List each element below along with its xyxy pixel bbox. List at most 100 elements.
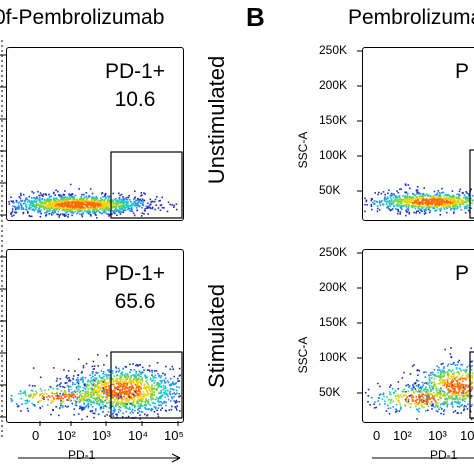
event-dot xyxy=(116,413,118,416)
event-dot xyxy=(87,380,89,383)
event-dot xyxy=(49,395,51,398)
event-dot xyxy=(128,381,130,383)
event-dot xyxy=(129,395,131,398)
event-dot xyxy=(447,391,450,394)
event-dot xyxy=(451,394,454,397)
event-dot xyxy=(421,393,424,395)
event-dot xyxy=(117,411,120,414)
event-dot xyxy=(408,386,410,388)
event-dot xyxy=(428,392,431,395)
event-dot xyxy=(52,400,54,403)
event-dot xyxy=(471,375,473,377)
event-dot xyxy=(450,393,453,396)
event-dot xyxy=(112,409,114,412)
event-dot xyxy=(428,376,431,379)
event-dot xyxy=(447,198,450,201)
event-dot xyxy=(398,199,400,202)
event-dot xyxy=(425,395,428,397)
event-dot xyxy=(470,383,472,385)
event-dot xyxy=(75,206,77,208)
event-dot xyxy=(74,201,76,204)
event-dot xyxy=(125,397,128,400)
event-dot xyxy=(416,196,418,199)
panel-b-ytick-label: 150K xyxy=(319,113,348,127)
event-dot xyxy=(102,196,104,198)
event-dot xyxy=(142,391,145,393)
event-dot xyxy=(466,377,469,379)
event-dot xyxy=(162,384,165,387)
event-dot xyxy=(424,204,427,206)
event-dot xyxy=(104,205,107,207)
event-dot xyxy=(101,390,103,392)
event-dot xyxy=(62,394,65,397)
event-dot xyxy=(439,198,441,201)
event-dot xyxy=(91,388,94,390)
event-dot xyxy=(426,201,429,203)
event-dot xyxy=(458,382,461,384)
event-dot xyxy=(410,396,413,399)
event-dot xyxy=(164,391,166,394)
event-dot xyxy=(83,406,86,409)
event-dot xyxy=(443,206,445,209)
event-dot xyxy=(44,212,46,214)
event-dot xyxy=(102,372,104,375)
event-dot xyxy=(419,396,421,398)
event-dot xyxy=(99,408,102,410)
event-dot xyxy=(27,201,29,203)
event-dot xyxy=(453,401,456,403)
event-dot xyxy=(153,411,156,413)
event-dot xyxy=(431,377,433,379)
event-dot xyxy=(178,375,181,377)
event-dot xyxy=(11,399,14,401)
event-dot xyxy=(420,391,423,393)
event-dot xyxy=(379,393,382,395)
event-dot xyxy=(122,196,124,198)
event-dot xyxy=(151,392,153,395)
event-dot xyxy=(133,400,135,402)
event-dot xyxy=(433,398,435,400)
event-dot xyxy=(389,402,392,404)
event-dot xyxy=(398,201,401,203)
event-dot xyxy=(454,204,456,206)
event-dot xyxy=(130,395,132,398)
event-dot xyxy=(152,388,155,390)
event-dot xyxy=(83,402,85,404)
event-dot xyxy=(128,396,130,399)
event-dot xyxy=(464,197,467,200)
event-dot xyxy=(81,399,83,402)
event-dot xyxy=(137,394,139,397)
event-dot xyxy=(111,396,113,399)
event-dot xyxy=(414,400,416,402)
event-dot xyxy=(95,408,97,410)
event-dot xyxy=(433,368,436,371)
event-dot xyxy=(166,394,169,396)
event-dot xyxy=(58,214,61,217)
event-dot xyxy=(92,371,94,373)
event-dot xyxy=(92,392,95,394)
event-dot xyxy=(52,387,54,390)
event-dot xyxy=(139,371,142,374)
event-dot xyxy=(415,408,418,411)
event-dot xyxy=(458,204,461,206)
event-dot xyxy=(145,400,148,402)
event-dot xyxy=(82,198,85,201)
event-dot xyxy=(107,195,109,198)
event-dot xyxy=(120,379,123,381)
event-dot xyxy=(85,201,88,203)
panel-a-bottom-gate-value: 65.6 xyxy=(114,290,156,313)
event-dot xyxy=(429,397,432,399)
event-dot xyxy=(410,395,412,397)
event-dot xyxy=(375,406,378,409)
event-dot xyxy=(93,392,96,394)
event-dot xyxy=(105,396,108,398)
event-dot xyxy=(126,199,129,201)
event-dot xyxy=(96,394,98,396)
event-dot xyxy=(16,208,18,210)
event-dot xyxy=(125,198,127,201)
event-dot xyxy=(101,192,104,194)
event-dot xyxy=(87,206,89,209)
event-dot xyxy=(68,195,71,197)
event-dot xyxy=(106,354,108,357)
event-dot xyxy=(396,196,399,199)
event-dot xyxy=(98,201,101,204)
